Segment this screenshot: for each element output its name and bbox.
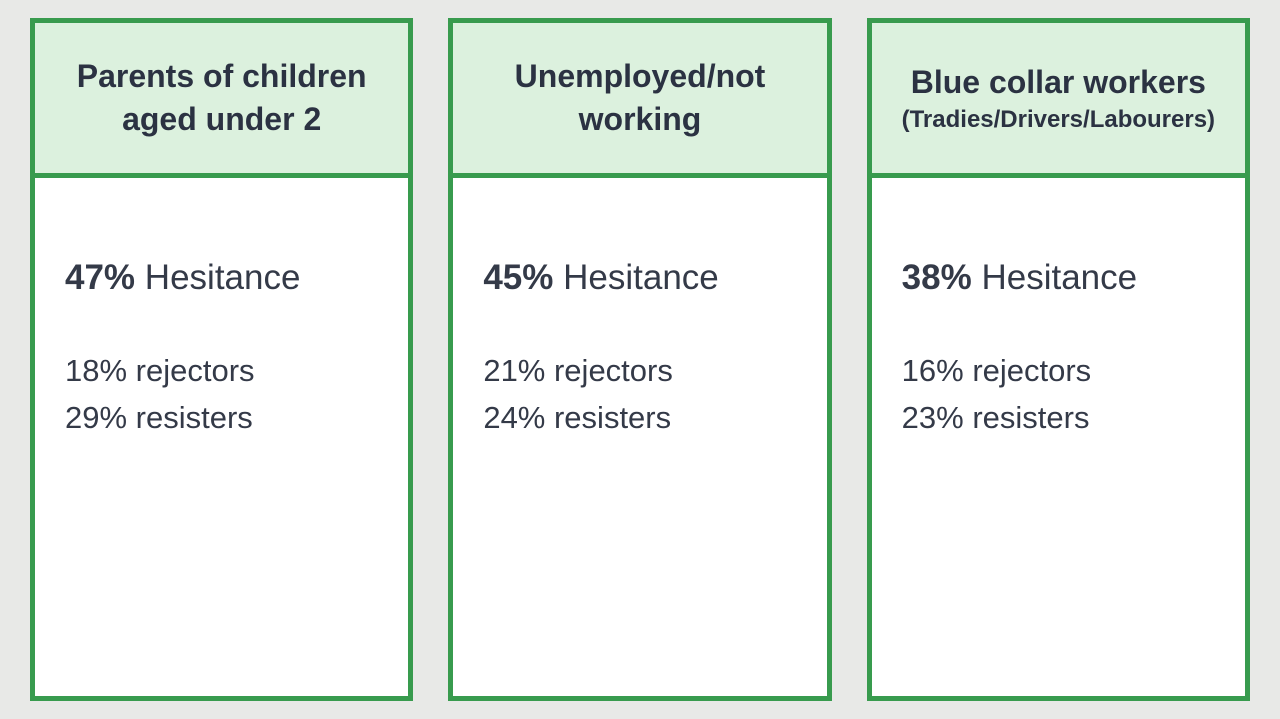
hesitance-pct: 45% xyxy=(483,258,553,297)
hesitance-pct: 47% xyxy=(65,258,135,297)
hesitance-label: Hesitance xyxy=(981,258,1137,297)
hesitance-line: 45% Hesitance xyxy=(483,258,802,298)
resisters-line: 24% resisters xyxy=(483,395,802,442)
card-title: Blue collar workers xyxy=(911,61,1206,104)
resisters-line: 29% resisters xyxy=(65,395,384,442)
resisters-line: 23% resisters xyxy=(902,395,1221,442)
card-header: Unemployed/not working xyxy=(453,23,826,178)
card-body: 45% Hesitance 21% rejectors 24% resister… xyxy=(453,178,826,696)
card-title: Unemployed/not working xyxy=(467,55,812,141)
card-header: Parents of children aged under 2 xyxy=(35,23,408,178)
card-body: 47% Hesitance 18% rejectors 29% resister… xyxy=(35,178,408,696)
stat-card-bluecollar: Blue collar workers (Tradies/Drivers/Lab… xyxy=(867,18,1250,701)
card-title: Parents of children aged under 2 xyxy=(49,55,394,141)
card-header: Blue collar workers (Tradies/Drivers/Lab… xyxy=(872,23,1245,178)
hesitance-line: 38% Hesitance xyxy=(902,258,1221,298)
card-subtitle: (Tradies/Drivers/Labourers) xyxy=(902,106,1215,135)
hesitance-label: Hesitance xyxy=(563,258,719,297)
stat-card-unemployed: Unemployed/not working 45% Hesitance 21%… xyxy=(448,18,831,701)
hesitance-line: 47% Hesitance xyxy=(65,258,384,298)
rejectors-line: 21% rejectors xyxy=(483,348,802,395)
hesitance-pct: 38% xyxy=(902,258,972,297)
rejectors-line: 16% rejectors xyxy=(902,348,1221,395)
hesitance-label: Hesitance xyxy=(145,258,301,297)
stat-card-parents: Parents of children aged under 2 47% Hes… xyxy=(30,18,413,701)
card-body: 38% Hesitance 16% rejectors 23% resister… xyxy=(872,178,1245,696)
rejectors-line: 18% rejectors xyxy=(65,348,384,395)
